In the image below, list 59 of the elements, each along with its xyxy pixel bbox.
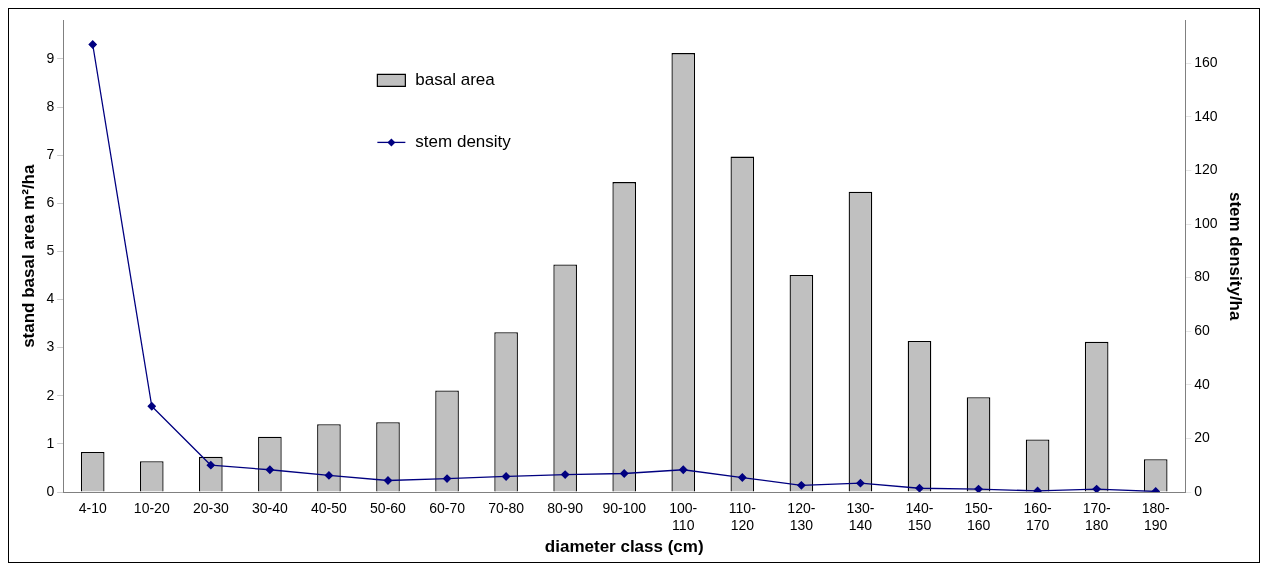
y-tick-label: 6 xyxy=(46,194,55,211)
y2-tick-label: 100 xyxy=(1194,214,1218,231)
y2-tick-label: 60 xyxy=(1194,322,1211,339)
y-tick-label: 9 xyxy=(46,49,55,66)
point xyxy=(620,469,629,478)
x-tick-label: 160-170 xyxy=(1023,500,1052,534)
point xyxy=(206,461,215,470)
x-tick-label: 40-50 xyxy=(311,500,348,517)
point xyxy=(679,465,688,474)
y-tick-label: 8 xyxy=(46,97,55,114)
x-axis-title: diameter class (cm) xyxy=(544,537,704,557)
y2-tick-label: 40 xyxy=(1194,375,1211,392)
x-tick-label: 170-180 xyxy=(1082,500,1111,534)
y2-tick-label: 80 xyxy=(1194,268,1211,285)
y-tick-label: 5 xyxy=(46,242,55,259)
x-tick-label: 150-160 xyxy=(964,500,993,534)
x-tick-label: 4-10 xyxy=(78,500,107,517)
point xyxy=(147,402,156,411)
point xyxy=(265,465,275,474)
y-tick-label: 3 xyxy=(46,338,55,355)
x-tick-label: 110-120 xyxy=(728,500,757,534)
y2-tick-label: 160 xyxy=(1194,54,1218,71)
x-tick-label: 10-20 xyxy=(133,500,170,517)
point xyxy=(442,474,452,483)
y2-tick-label: 120 xyxy=(1194,161,1218,178)
legend-label: stem density xyxy=(415,132,512,152)
x-tick-label: 50-60 xyxy=(370,500,407,517)
point xyxy=(501,472,511,481)
y-tick-label: 1 xyxy=(46,434,55,451)
point xyxy=(915,484,924,492)
point xyxy=(856,479,865,488)
point xyxy=(88,40,97,49)
y2-tick-label: 0 xyxy=(1194,482,1203,499)
point xyxy=(738,473,747,482)
point xyxy=(561,470,570,479)
legend-label: basal area xyxy=(415,70,496,90)
x-tick-label: 20-30 xyxy=(192,500,229,517)
x-tick-label: 120-130 xyxy=(787,500,816,534)
y-tick-label: 0 xyxy=(46,482,55,499)
y2-axis-title: stem density/ha xyxy=(1226,191,1246,321)
x-tick-label: 140-150 xyxy=(905,500,934,534)
point xyxy=(974,484,983,492)
x-tick-label: 100-110 xyxy=(669,500,698,534)
point xyxy=(1092,484,1101,492)
x-tick-label: 130-140 xyxy=(846,500,875,534)
y-tick-label: 2 xyxy=(46,386,55,403)
y-tick-label: 7 xyxy=(46,146,55,162)
y-axis-title: stand basal area m²/ha xyxy=(18,164,38,348)
x-tick-label: 30-40 xyxy=(251,500,288,517)
y2-tick-label: 140 xyxy=(1194,107,1218,124)
x-tick-label: 80-90 xyxy=(547,500,584,517)
point xyxy=(324,471,334,480)
x-tick-label: 60-70 xyxy=(429,500,466,517)
point xyxy=(797,481,806,490)
x-tick-label: 180-190 xyxy=(1141,500,1171,534)
x-tick-label: 90-100 xyxy=(602,500,647,517)
y2-tick-label: 20 xyxy=(1194,429,1211,446)
y-tick-label: 4 xyxy=(46,290,55,307)
x-tick-label: 70-80 xyxy=(488,500,525,517)
